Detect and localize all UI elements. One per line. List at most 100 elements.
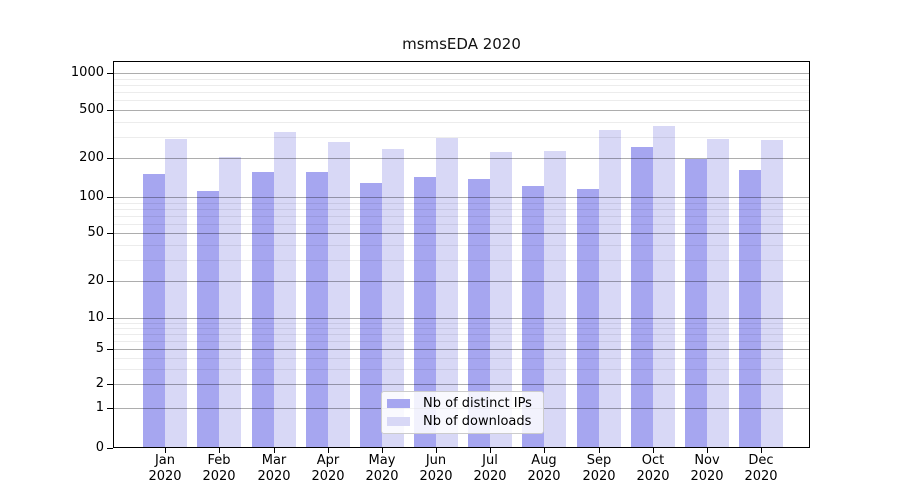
gridline-minor-600 — [113, 100, 810, 102]
bar-downloads-apr — [327, 141, 350, 448]
x-tick-label-jun: Jun 2020 — [419, 453, 453, 484]
bar-distinct-ips-mar — [251, 171, 274, 448]
plot-frame — [113, 61, 810, 448]
bar-distinct-ips-nov — [684, 159, 707, 448]
bar-distinct-ips-jan — [143, 173, 166, 448]
x-tick-label-oct: Oct 2020 — [636, 453, 670, 484]
x-tick-mark-mar — [274, 448, 275, 453]
y-tick-mark-100 — [107, 197, 113, 198]
gridline-minor-30 — [113, 259, 810, 261]
y-tick-label-1: 1 — [95, 400, 104, 415]
bar-downloads-may — [381, 149, 404, 448]
gridline-minor-3 — [113, 368, 810, 370]
x-tick-mark-dec — [761, 448, 762, 453]
y-tick-mark-500 — [107, 110, 113, 111]
y-tick-label-0: 0 — [95, 440, 104, 455]
legend-label: Nb of distinct IPs — [423, 396, 532, 411]
y-tick-mark-2 — [107, 384, 113, 385]
x-tick-mark-aug — [544, 448, 545, 453]
gridline-minor-300 — [113, 136, 810, 138]
legend: Nb of distinct IPs Nb of downloads — [381, 391, 544, 434]
bar-distinct-ips-jun — [414, 177, 437, 448]
bar-distinct-ips-oct — [630, 147, 653, 448]
y-tick-mark-1000 — [107, 73, 113, 74]
y-tick-mark-50 — [107, 233, 113, 234]
x-tick-mark-jun — [436, 448, 437, 453]
bar-downloads-oct — [652, 125, 675, 448]
x-tick-label-dec: Dec 2020 — [744, 453, 778, 484]
bar-distinct-ips-dec — [738, 169, 761, 448]
gridline-minor-70 — [113, 215, 810, 217]
x-tick-mark-sep — [599, 448, 600, 453]
y-tick-mark-10 — [107, 318, 113, 319]
x-tick-mark-nov — [707, 448, 708, 453]
gridline-major-2 — [113, 384, 810, 385]
x-tick-mark-jul — [490, 448, 491, 453]
gridline-minor-90 — [113, 202, 810, 204]
gridline-minor-6 — [113, 340, 810, 342]
y-tick-mark-5 — [107, 349, 113, 350]
gridline-major-200 — [113, 158, 810, 159]
gridline-major-20 — [113, 281, 810, 282]
bar-downloads-nov — [706, 139, 729, 448]
legend-label: Nb of downloads — [423, 414, 532, 429]
bar-distinct-ips-aug — [522, 185, 545, 448]
gridline-minor-400 — [113, 121, 810, 123]
y-tick-mark-20 — [107, 281, 113, 282]
x-tick-label-feb: Feb 2020 — [202, 453, 236, 484]
gridline-minor-700 — [113, 92, 810, 93]
gridline-major-10 — [113, 318, 810, 319]
bar-distinct-ips-feb — [197, 191, 220, 448]
y-tick-label-100: 100 — [79, 189, 104, 204]
gridline-minor-9 — [113, 322, 810, 324]
bar-downloads-dec — [760, 140, 783, 448]
plot-area: Nb of distinct IPs Nb of downloads — [113, 61, 810, 448]
y-tick-mark-1 — [107, 408, 113, 409]
gridline-major-5 — [113, 349, 810, 350]
x-tick-mark-jan — [165, 448, 166, 453]
y-tick-label-200: 200 — [79, 150, 104, 165]
gridline-minor-900 — [113, 78, 810, 80]
x-tick-label-aug: Aug 2020 — [527, 453, 561, 484]
x-tick-label-apr: Apr 2020 — [311, 453, 345, 484]
bar-downloads-sep — [598, 129, 621, 448]
x-tick-mark-may — [382, 448, 383, 453]
bar-downloads-jun — [436, 138, 459, 448]
x-tick-mark-apr — [328, 448, 329, 453]
chart-title: msmsEDA 2020 — [402, 35, 521, 53]
gridline-major-500 — [113, 110, 810, 111]
x-tick-label-nov: Nov 2020 — [690, 453, 724, 484]
y-tick-label-2: 2 — [95, 376, 104, 391]
y-tick-label-500: 500 — [79, 102, 104, 117]
y-tick-label-20: 20 — [87, 273, 104, 288]
legend-swatch-distinct-ips-icon — [387, 399, 410, 408]
x-tick-mark-feb — [219, 448, 220, 453]
y-tick-label-5: 5 — [95, 341, 104, 356]
x-tick-label-jul: Jul 2020 — [473, 453, 507, 484]
bar-distinct-ips-sep — [576, 189, 599, 448]
bar-distinct-ips-jul — [468, 178, 491, 448]
y-tick-mark-0 — [107, 448, 113, 449]
x-tick-label-mar: Mar 2020 — [257, 453, 291, 484]
gridline-minor-40 — [113, 244, 810, 246]
y-tick-mark-200 — [107, 158, 113, 159]
legend-item: Nb of downloads — [387, 414, 537, 429]
y-tick-label-10: 10 — [87, 310, 104, 325]
gridline-major-100 — [113, 197, 810, 198]
x-tick-label-jan: Jan 2020 — [148, 453, 182, 484]
gridline-minor-4 — [113, 357, 810, 359]
gridline-minor-60 — [113, 223, 810, 225]
legend-swatch-downloads-icon — [387, 417, 410, 426]
gridline-minor-7 — [113, 334, 810, 335]
bar-downloads-jan — [165, 139, 188, 448]
bar-downloads-mar — [273, 131, 296, 448]
bar-distinct-ips-may — [359, 182, 382, 448]
legend-item: Nb of distinct IPs — [387, 396, 537, 411]
x-tick-label-sep: Sep 2020 — [582, 453, 616, 484]
gridline-major-50 — [113, 233, 810, 234]
x-tick-label-may: May 2020 — [365, 453, 399, 484]
bar-distinct-ips-apr — [305, 171, 328, 448]
bar-downloads-feb — [219, 157, 242, 448]
gridline-major-1000 — [113, 73, 810, 74]
